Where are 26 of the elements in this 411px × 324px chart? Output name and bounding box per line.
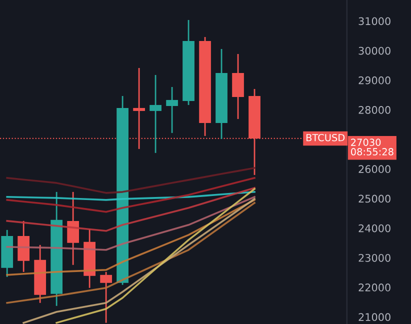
candlestick [100,271,112,324]
candlestick [133,67,145,150]
candlestick [232,53,244,120]
y-tick-label: 24000 [358,224,390,232]
line-series [22,198,256,324]
y-tick-label: 30000 [358,46,390,55]
y-tick-label: 21000 [358,313,390,322]
y-tick-label: 23000 [358,254,390,262]
line-series [56,188,256,324]
y-tick-label: 31000 [358,17,390,26]
text: 27030 [351,138,381,146]
candlestick [67,191,80,266]
ref-line-label: BTCUSD [306,134,345,142]
line-series [6,177,256,213]
y-tick-label: 29000 [358,76,390,84]
line-series [6,199,256,276]
y-tick-label: 25000 [358,194,390,203]
candlestick [166,86,178,134]
y-tick-label: 22000 [358,284,390,292]
line-series [6,202,256,304]
line-series [6,167,256,194]
y-tick-label: 26000 [358,165,390,174]
y-tick-label: 28000 [358,106,390,114]
candlestick [150,74,162,154]
text: 08:55:28 [350,148,394,156]
line-series [6,191,256,201]
